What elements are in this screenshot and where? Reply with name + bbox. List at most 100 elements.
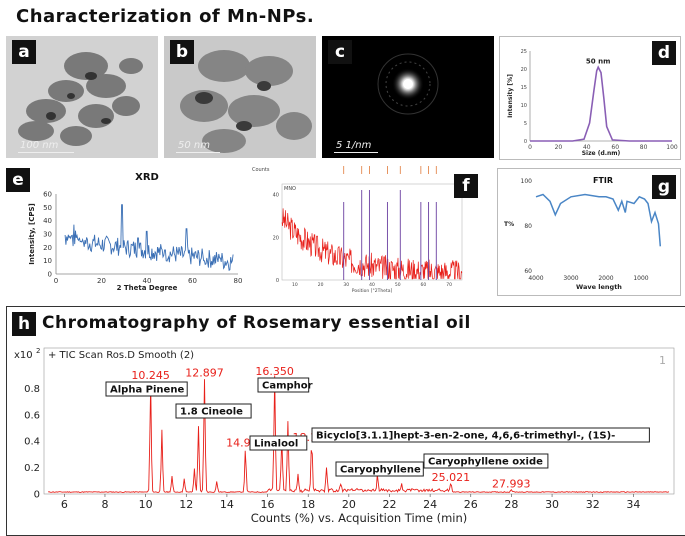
compound-label: 1.8 Cineole (180, 407, 243, 418)
ftir-panel-g: FTIR 4000 3000 2000 1000 60 80 100 Wave length T%… (497, 168, 681, 296)
x-axis-label: Counts (%) vs. Acquisition Time (min) (251, 511, 468, 525)
dls-panel-d: 0 20 40 60 80 100 0 5 10 15 20 25 Size (d.nm) Intensi… (499, 36, 681, 160)
x-tick-label: 8 (101, 498, 108, 511)
compound-label-box (105, 381, 188, 397)
figure-heading: Characterization of Mn-NPs. (16, 6, 315, 27)
dls-chart: 0 20 40 60 80 100 0 5 10 15 20 25 Size (d.nm) Intensi… (507, 49, 678, 157)
x-tick-label: 60 (188, 277, 197, 285)
ftir-chart: FTIR 4000 3000 2000 1000 60 80 100 Wave length T% (504, 176, 662, 291)
y-tick-label: 0.8 (24, 384, 40, 395)
saed-image-c: 5 1/nm c (322, 36, 494, 158)
chart-title: FTIR (593, 176, 613, 185)
peak-annotation: 50 nm (586, 58, 610, 66)
panel-label-c: c (328, 40, 352, 64)
x-tick-label: 100 (666, 144, 678, 151)
xrd-ref-panel-f: Counts MNO 10 20 30 40 50 60 70 0 20 40 Position [°2… (250, 164, 482, 294)
compound-label-box (423, 453, 549, 469)
panel-label-e: e (6, 168, 30, 192)
peak-label: 16.350 (255, 365, 294, 378)
scale-bar-a (18, 152, 74, 153)
compound-label: Alpha Pinene (110, 385, 184, 396)
x-tick-label: 24 (423, 498, 437, 511)
y-tick-label: 40 (273, 193, 279, 199)
x-tick-label: 20 (555, 144, 563, 151)
chromatogram-chart: x10 2 + TIC Scan Ros.D Smooth (2) 16 8 10 12 14… (14, 347, 675, 525)
compound-label-box (257, 377, 310, 393)
x-tick-label: 6 (61, 498, 68, 511)
x-tick-label: 60 (611, 144, 619, 151)
y-tick-label: 5 (524, 121, 527, 127)
x-tick-label: 1000 (633, 275, 648, 282)
panel-label-d: d (652, 41, 676, 65)
x-tick-label: 18 (301, 498, 315, 511)
diffraction-pattern (377, 53, 439, 115)
compound-label-box (335, 461, 424, 477)
y-tick-label: 15 (521, 85, 527, 91)
chart-header: + TIC Scan Ros.D Smooth (2) (48, 350, 194, 361)
peak-label: 27.993 (492, 477, 531, 490)
chromatogram-line (48, 375, 670, 494)
x-tick-label: 20 (97, 277, 106, 285)
x-tick-label: 40 (583, 144, 591, 151)
y-tick-label: 20 (43, 244, 52, 252)
compound-label: Bicyclo[3.1.1]hept-3-en-2-one, 4,6,6-tri… (316, 431, 615, 442)
x-tick-label: 14 (220, 498, 234, 511)
x-tick-label: 3000 (563, 275, 578, 282)
peak-label: 10.245 (131, 369, 170, 382)
plot-frame (43, 347, 675, 495)
xrd-panel-e: XRD 0 20 40 60 80 0 10 20 30 40 50 60 2 Theta Degree I… (0, 164, 248, 294)
corner-number: 1 (659, 354, 666, 367)
x-axis-label: Position [°2Theta] (352, 288, 393, 294)
chart-title: XRD (135, 172, 159, 183)
x-tick-label: 22 (382, 498, 396, 511)
x-tick-label: 16 (261, 498, 275, 511)
xrd-measured-line (281, 208, 463, 280)
x-axis-label: Wave length (576, 283, 622, 291)
y-tick-label: 50 (43, 204, 52, 212)
x-tick-label: 12 (179, 498, 193, 511)
y-tick-label: 10 (521, 103, 527, 109)
y-tick-label: 0 (34, 490, 40, 501)
size-distribution-line (530, 65, 672, 142)
scale-label-a: 100 nm (20, 140, 59, 151)
xrd-pattern-line (64, 204, 234, 272)
x-tick-label: 40 (143, 277, 152, 285)
y-tick-label: 60 (43, 191, 52, 199)
y-axis-label: Intensity [%] (507, 74, 514, 118)
y-tick-label: 20 (521, 67, 527, 73)
panel-label-b: b (170, 40, 194, 64)
peak-label: 12.897 (185, 366, 224, 379)
scale-bar-b (176, 152, 220, 153)
compound-label: Caryophyllene oxide (428, 457, 543, 468)
y-tick-label: 0.4 (24, 437, 40, 448)
scale-bar-c (334, 152, 378, 153)
panel-label-g: g (652, 175, 676, 199)
ftir-spectrum-line (535, 193, 662, 247)
section-h-title: Chromatography of Rosemary essential oil (42, 313, 471, 333)
x-tick-label: 20 (342, 498, 356, 511)
compound-label: Linalool (254, 439, 298, 450)
x-axis-label: 2 Theta Degree (117, 284, 178, 292)
x-tick-label: 10 (292, 282, 298, 288)
y-multiplier: x10 (14, 350, 33, 361)
compound-label-box (311, 427, 650, 443)
panel-label-h: h (12, 312, 36, 336)
scale-label-c: 5 1/nm (336, 140, 372, 151)
x-tick-label: 26 (464, 498, 478, 511)
xrd-chart: XRD 0 20 40 60 80 0 10 20 30 40 50 60 2 Theta Degree I… (28, 172, 243, 292)
y-tick-label: 25 (521, 49, 527, 55)
y-tick-label: 100 (521, 178, 533, 185)
compound-label-box (175, 403, 252, 419)
y-axis-label: Intensity, [CPS] (28, 203, 36, 264)
compound-label: Camphor (262, 381, 313, 392)
y-tick-label: 0 (524, 139, 527, 145)
x-tick-label: 50 (395, 282, 401, 288)
y-tick-label: 10 (43, 257, 52, 265)
x-tick-label: 60 (421, 282, 427, 288)
y-tick-label: 0 (276, 278, 279, 284)
x-tick-label: 32 (586, 498, 600, 511)
x-tick-label: 30 (343, 282, 349, 288)
x-tick-label: 80 (234, 277, 243, 285)
compound-label-box (249, 435, 308, 451)
y-tick-label: 20 (273, 235, 279, 241)
